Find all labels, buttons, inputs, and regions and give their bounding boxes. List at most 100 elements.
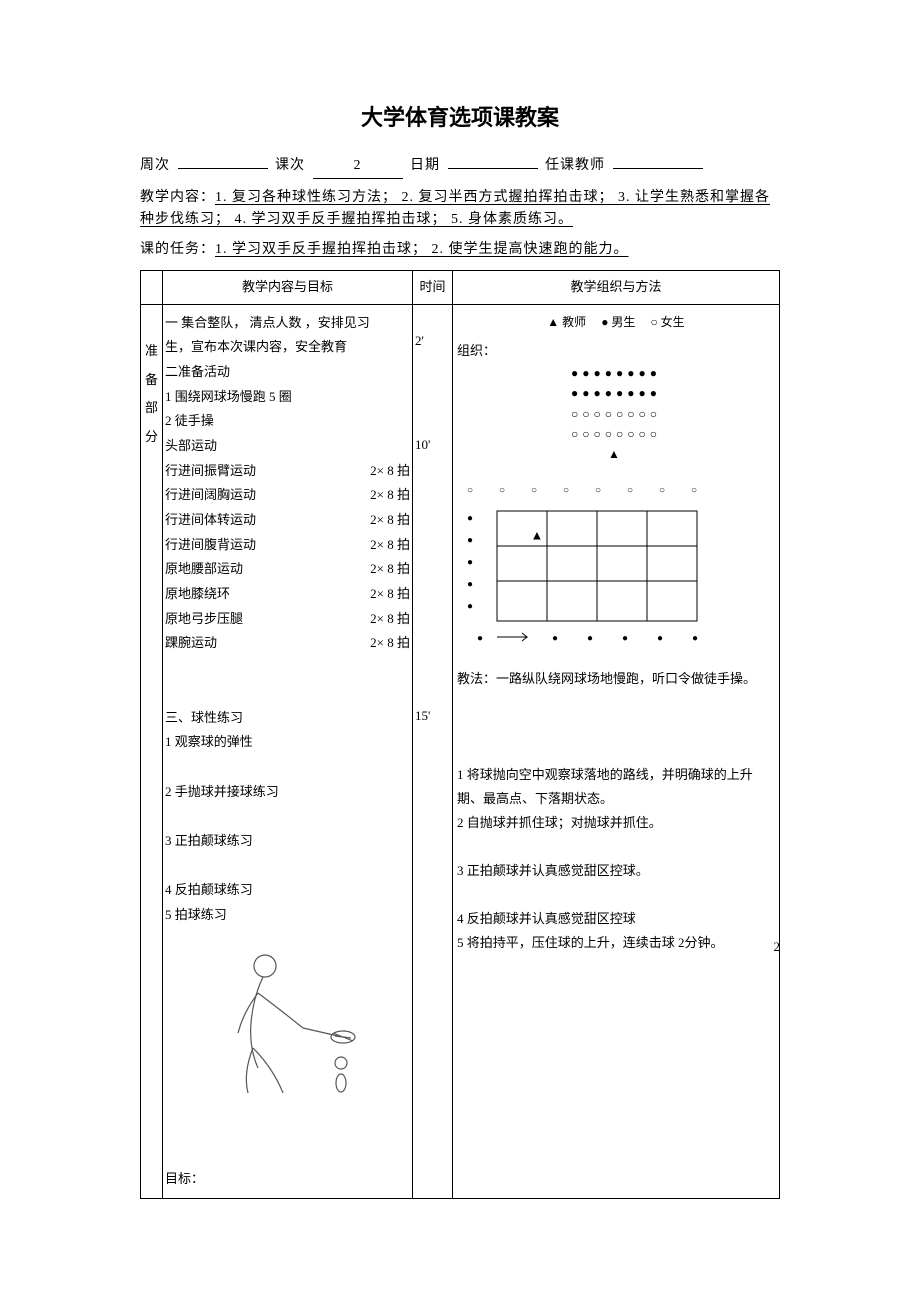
- teaching-content-label: 教学内容：: [140, 190, 215, 205]
- player-illustration-icon: [203, 938, 373, 1108]
- ex9: 踝腕运动 2× 8 拍: [165, 631, 410, 656]
- formation-diagram: ●●●●●●●● ●●●●●●●● ○○○○○○○○ ○○○○○○○○ ▲: [457, 363, 775, 465]
- section-label: 准备部分: [145, 343, 158, 444]
- ex1: 头部运动: [165, 434, 410, 459]
- page-title: 大学体育选项课教案: [140, 100, 780, 135]
- svg-text:○: ○: [691, 485, 697, 496]
- task-text: 1. 学习双手反手握拍挥拍击球； 2. 使学生提高快速跑的能力。: [215, 242, 629, 257]
- svg-text:●: ●: [467, 557, 473, 568]
- legend-male: ● 男生: [601, 315, 635, 329]
- svg-text:○: ○: [499, 485, 505, 496]
- lesson-value: 2: [313, 155, 403, 178]
- svg-text:●: ●: [692, 633, 698, 644]
- legend-female: ○ 女生: [650, 315, 684, 329]
- method-cell: ▲ 教师 ● 男生 ○ 女生 组织： ●●●●●●●● ●●●●●●●● ○○○…: [453, 304, 780, 1198]
- date-blank: [448, 168, 538, 169]
- ex8-name: 原地弓步压腿: [165, 607, 243, 632]
- lesson-table: 教学内容与目标 时间 教学组织与方法 准备部分 一 集合整队， 清点人数 ，安排…: [140, 270, 780, 1199]
- ex5: 行进间腹背运动 2× 8 拍: [165, 533, 410, 558]
- sec3-1: 1 观察球的弹性: [165, 730, 410, 755]
- ex7-reps: 2× 8 拍: [370, 582, 410, 607]
- ex3-reps: 2× 8 拍: [370, 483, 410, 508]
- content-cell: 一 集合整队， 清点人数 ，安排见习 生，宣布本次课内容，安全教育 二准备活动 …: [163, 304, 413, 1198]
- teacher-blank: [613, 168, 703, 169]
- teacher-label: 任课教师: [545, 158, 605, 173]
- th-content: 教学内容与目标: [163, 270, 413, 304]
- method-text: 教法：一路纵队绕网球场地慢跑，听口令做徒手操。: [457, 667, 775, 691]
- ex7: 原地膝绕环 2× 8 拍: [165, 582, 410, 607]
- svg-text:●: ●: [477, 633, 483, 644]
- ex5-name: 行进间腹背运动: [165, 533, 256, 558]
- ex7-name: 原地膝绕环: [165, 582, 230, 607]
- sec3-4: 4 反拍颠球练习: [165, 878, 410, 903]
- date-label: 日期: [410, 158, 440, 173]
- ex2-reps: 2× 8 拍: [370, 459, 410, 484]
- svg-text:●: ●: [467, 535, 473, 546]
- method-m2: 2 自抛球并抓住球；对抛球并抓住。: [457, 811, 775, 835]
- page-number: 2: [774, 935, 781, 959]
- method-m1: 1 将球抛向空中观察球落地的路线，并明确球的上升期、最高点、下落期状态。: [457, 763, 775, 811]
- ex6-reps: 2× 8 拍: [370, 557, 410, 582]
- ex2: 行进间振臂运动 2× 8 拍: [165, 459, 410, 484]
- ex6: 原地腰部运动 2× 8 拍: [165, 557, 410, 582]
- svg-text:●: ●: [587, 633, 593, 644]
- sec3-title: 三、球性练习: [165, 706, 410, 731]
- content-line1b: 生，宣布本次课内容，安全教育: [165, 335, 410, 360]
- th-time: 时间: [413, 270, 453, 304]
- task-line: 课的任务：1. 学习双手反手握拍挥拍击球； 2. 使学生提高快速跑的能力。: [140, 239, 780, 261]
- ex4-reps: 2× 8 拍: [370, 508, 410, 533]
- sec3-3: 3 正拍颠球练习: [165, 829, 410, 854]
- content-item2: 2 徒手操: [165, 409, 410, 434]
- svg-text:○: ○: [627, 485, 633, 496]
- ex6-name: 原地腰部运动: [165, 557, 243, 582]
- week-label: 周次: [140, 158, 170, 173]
- svg-text:●: ●: [657, 633, 663, 644]
- ex4: 行进间体转运动 2× 8 拍: [165, 508, 410, 533]
- task-label: 课的任务：: [140, 242, 215, 257]
- method-m3: 3 正拍颠球并认真感觉甜区控球。: [457, 859, 775, 883]
- court-diagram-icon: ○○○○○○○○ ● ● ● ● ● ●●●●●● ▲: [457, 481, 717, 651]
- svg-text:○: ○: [467, 485, 473, 496]
- svg-text:○: ○: [531, 485, 537, 496]
- sec3-5: 5 拍球练习: [165, 903, 410, 928]
- table-header-row: 教学内容与目标 时间 教学组织与方法: [141, 270, 780, 304]
- org-label: 组织：: [457, 339, 775, 363]
- th-section: [141, 270, 163, 304]
- svg-text:●: ●: [467, 579, 473, 590]
- svg-text:●: ●: [467, 601, 473, 612]
- table-body-row: 准备部分 一 集合整队， 清点人数 ，安排见习 生，宣布本次课内容，安全教育 二…: [141, 304, 780, 1198]
- header-line-1: 周次 课次 2 日期 任课教师: [140, 155, 780, 178]
- ex8: 原地弓步压腿 2× 8 拍: [165, 607, 410, 632]
- teaching-content: 教学内容：1. 复习各种球性练习方法； 2. 复习半西方式握拍挥拍击球； 3. …: [140, 187, 780, 232]
- ex1-name: 头部运动: [165, 434, 217, 459]
- content-line2: 二准备活动: [165, 360, 410, 385]
- svg-text:●: ●: [467, 513, 473, 524]
- goal-label: 目标：: [165, 1167, 410, 1192]
- time-3: 15': [415, 706, 450, 727]
- teaching-content-text: 1. 复习各种球性练习方法； 2. 复习半西方式握拍挥拍击球； 3. 让学生熟悉…: [140, 190, 770, 227]
- content-line1: 一 集合整队， 清点人数 ，安排见习: [165, 311, 410, 336]
- ex4-name: 行进间体转运动: [165, 508, 256, 533]
- time-2: 10': [415, 435, 450, 456]
- lesson-label: 课次: [275, 158, 305, 173]
- svg-text:○: ○: [659, 485, 665, 496]
- legend-teacher: ▲ 教师: [547, 315, 586, 329]
- ex5-reps: 2× 8 拍: [370, 533, 410, 558]
- sec3-2: 2 手抛球并接球练习: [165, 780, 410, 805]
- time-cell: 2' 10' 15': [413, 304, 453, 1198]
- svg-text:▲: ▲: [532, 531, 542, 542]
- ex8-reps: 2× 8 拍: [370, 607, 410, 632]
- svg-text:○: ○: [595, 485, 601, 496]
- legend: ▲ 教师 ● 男生 ○ 女生: [457, 311, 775, 333]
- ex9-reps: 2× 8 拍: [370, 631, 410, 656]
- ex2-name: 行进间振臂运动: [165, 459, 256, 484]
- svg-text:○: ○: [563, 485, 569, 496]
- th-method: 教学组织与方法: [453, 270, 780, 304]
- content-item1: 1 围绕网球场慢跑 5 圈: [165, 385, 410, 410]
- ex9-name: 踝腕运动: [165, 631, 217, 656]
- time-1: 2': [415, 331, 450, 352]
- ex3-name: 行进间阔胸运动: [165, 483, 256, 508]
- week-blank: [178, 168, 268, 169]
- section-cell: 准备部分: [141, 304, 163, 1198]
- svg-text:●: ●: [552, 633, 558, 644]
